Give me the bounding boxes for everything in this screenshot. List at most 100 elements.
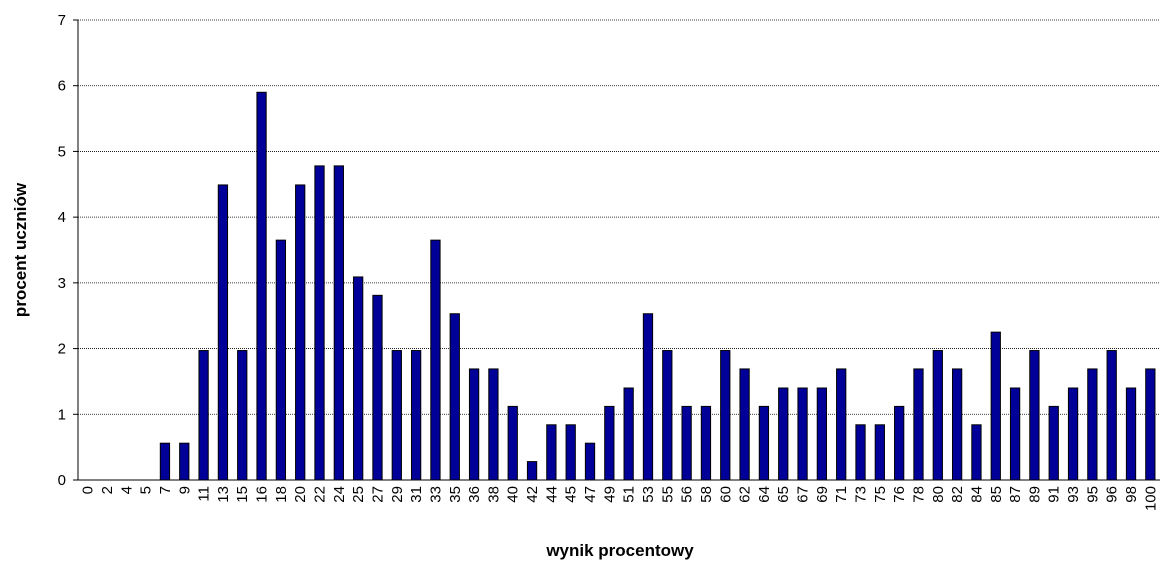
bar bbox=[546, 424, 557, 481]
x-tick-label: 22 bbox=[312, 486, 329, 503]
bar bbox=[507, 405, 518, 481]
bar bbox=[488, 368, 499, 481]
y-tick-label: 6 bbox=[58, 78, 66, 95]
bar bbox=[198, 350, 209, 481]
x-tick-label: 78 bbox=[910, 486, 927, 503]
x-tick-label: 75 bbox=[872, 486, 889, 503]
x-tick-label: 35 bbox=[447, 486, 464, 503]
x-tick-label: 55 bbox=[659, 486, 676, 503]
bar bbox=[353, 276, 364, 481]
x-tick-label: 13 bbox=[215, 486, 232, 503]
x-tick-label: 64 bbox=[756, 486, 773, 503]
x-tick-label: 9 bbox=[176, 486, 193, 494]
bar bbox=[1009, 387, 1021, 481]
bar bbox=[700, 405, 712, 481]
x-tick-label: 82 bbox=[949, 486, 966, 503]
x-tick-label: 4 bbox=[118, 486, 135, 494]
bar bbox=[951, 368, 963, 481]
x-tick-label: 76 bbox=[891, 486, 908, 503]
bar bbox=[932, 350, 943, 481]
bar bbox=[623, 387, 634, 481]
bar bbox=[739, 368, 750, 481]
bar bbox=[391, 350, 402, 481]
x-tick-label: 62 bbox=[737, 486, 754, 503]
bar bbox=[565, 424, 576, 481]
bar bbox=[372, 294, 383, 481]
x-tick-label: 51 bbox=[621, 486, 638, 503]
bar bbox=[217, 184, 229, 481]
x-tick-label: 47 bbox=[582, 486, 599, 503]
bar bbox=[295, 184, 306, 481]
x-tick-label: 98 bbox=[1123, 486, 1140, 503]
x-tick-label: 89 bbox=[1026, 486, 1043, 503]
x-tick-label: 25 bbox=[350, 486, 367, 503]
x-tick-label: 5 bbox=[138, 486, 155, 494]
bar bbox=[526, 461, 538, 481]
x-tick-label: 20 bbox=[292, 486, 309, 503]
x-tick-label: 45 bbox=[563, 486, 580, 503]
bar bbox=[1048, 405, 1059, 481]
x-tick-label: 87 bbox=[1007, 486, 1024, 503]
x-tick-label: 38 bbox=[485, 486, 502, 503]
x-tick-label: 42 bbox=[524, 486, 541, 503]
bar bbox=[237, 350, 248, 481]
x-tick-label: 33 bbox=[427, 486, 444, 503]
x-tick-label: 58 bbox=[698, 486, 715, 503]
bar bbox=[1106, 350, 1117, 481]
y-tick-label: 2 bbox=[58, 341, 66, 358]
y-axis-label: procent uczniów bbox=[11, 182, 30, 317]
bar bbox=[1087, 368, 1098, 481]
x-tick-label: 29 bbox=[389, 486, 406, 503]
x-axis-label: wynik procentowy bbox=[545, 541, 694, 560]
bar bbox=[314, 165, 325, 481]
x-tick-label: 0 bbox=[80, 486, 97, 494]
x-tick-label: 84 bbox=[968, 486, 985, 503]
bar bbox=[1067, 387, 1079, 481]
x-tick-label: 11 bbox=[196, 486, 213, 502]
bar bbox=[836, 368, 847, 481]
x-tick-label: 71 bbox=[833, 486, 850, 503]
bar bbox=[1029, 350, 1040, 481]
bar bbox=[642, 313, 654, 481]
y-tick-label: 1 bbox=[58, 406, 66, 423]
x-tick-label: 40 bbox=[505, 486, 522, 503]
bar bbox=[1125, 387, 1137, 481]
bar bbox=[797, 387, 808, 481]
bar bbox=[894, 405, 905, 481]
y-tick-label: 7 bbox=[58, 12, 66, 29]
bar bbox=[584, 442, 596, 481]
x-tick-label: 96 bbox=[1104, 486, 1121, 503]
bar bbox=[256, 91, 267, 481]
x-tick-label: 27 bbox=[369, 486, 386, 503]
y-tick-label: 5 bbox=[58, 143, 66, 160]
x-tick-label: 36 bbox=[466, 486, 483, 503]
x-tick-label: 85 bbox=[988, 486, 1005, 503]
y-tick-label: 3 bbox=[58, 275, 66, 292]
x-tick-label: 67 bbox=[795, 486, 812, 503]
bar bbox=[604, 405, 615, 481]
bar bbox=[758, 405, 770, 481]
bar bbox=[410, 350, 422, 481]
x-tick-label: 31 bbox=[408, 486, 425, 503]
x-tick-label: 2 bbox=[99, 486, 116, 494]
bar bbox=[681, 405, 692, 481]
x-tick-label: 100 bbox=[1142, 486, 1159, 511]
bar bbox=[275, 239, 287, 481]
x-tick-label: 18 bbox=[273, 486, 290, 503]
bar bbox=[855, 424, 866, 481]
x-tick-label: 65 bbox=[775, 486, 792, 503]
x-tick-label: 7 bbox=[157, 486, 174, 494]
bar bbox=[662, 350, 673, 481]
x-tick-label: 73 bbox=[853, 486, 870, 503]
x-tick-label: 80 bbox=[930, 486, 947, 503]
x-tick-label: 56 bbox=[679, 486, 696, 503]
y-tick-label: 0 bbox=[58, 472, 66, 489]
x-tick-label: 24 bbox=[331, 486, 348, 503]
bar bbox=[468, 368, 480, 481]
x-tick-label: 95 bbox=[1084, 486, 1101, 503]
x-tick-label: 60 bbox=[717, 486, 734, 503]
x-tick-label: 69 bbox=[814, 486, 831, 503]
y-tick-label: 4 bbox=[58, 209, 66, 226]
x-tick-label: 15 bbox=[234, 486, 251, 503]
